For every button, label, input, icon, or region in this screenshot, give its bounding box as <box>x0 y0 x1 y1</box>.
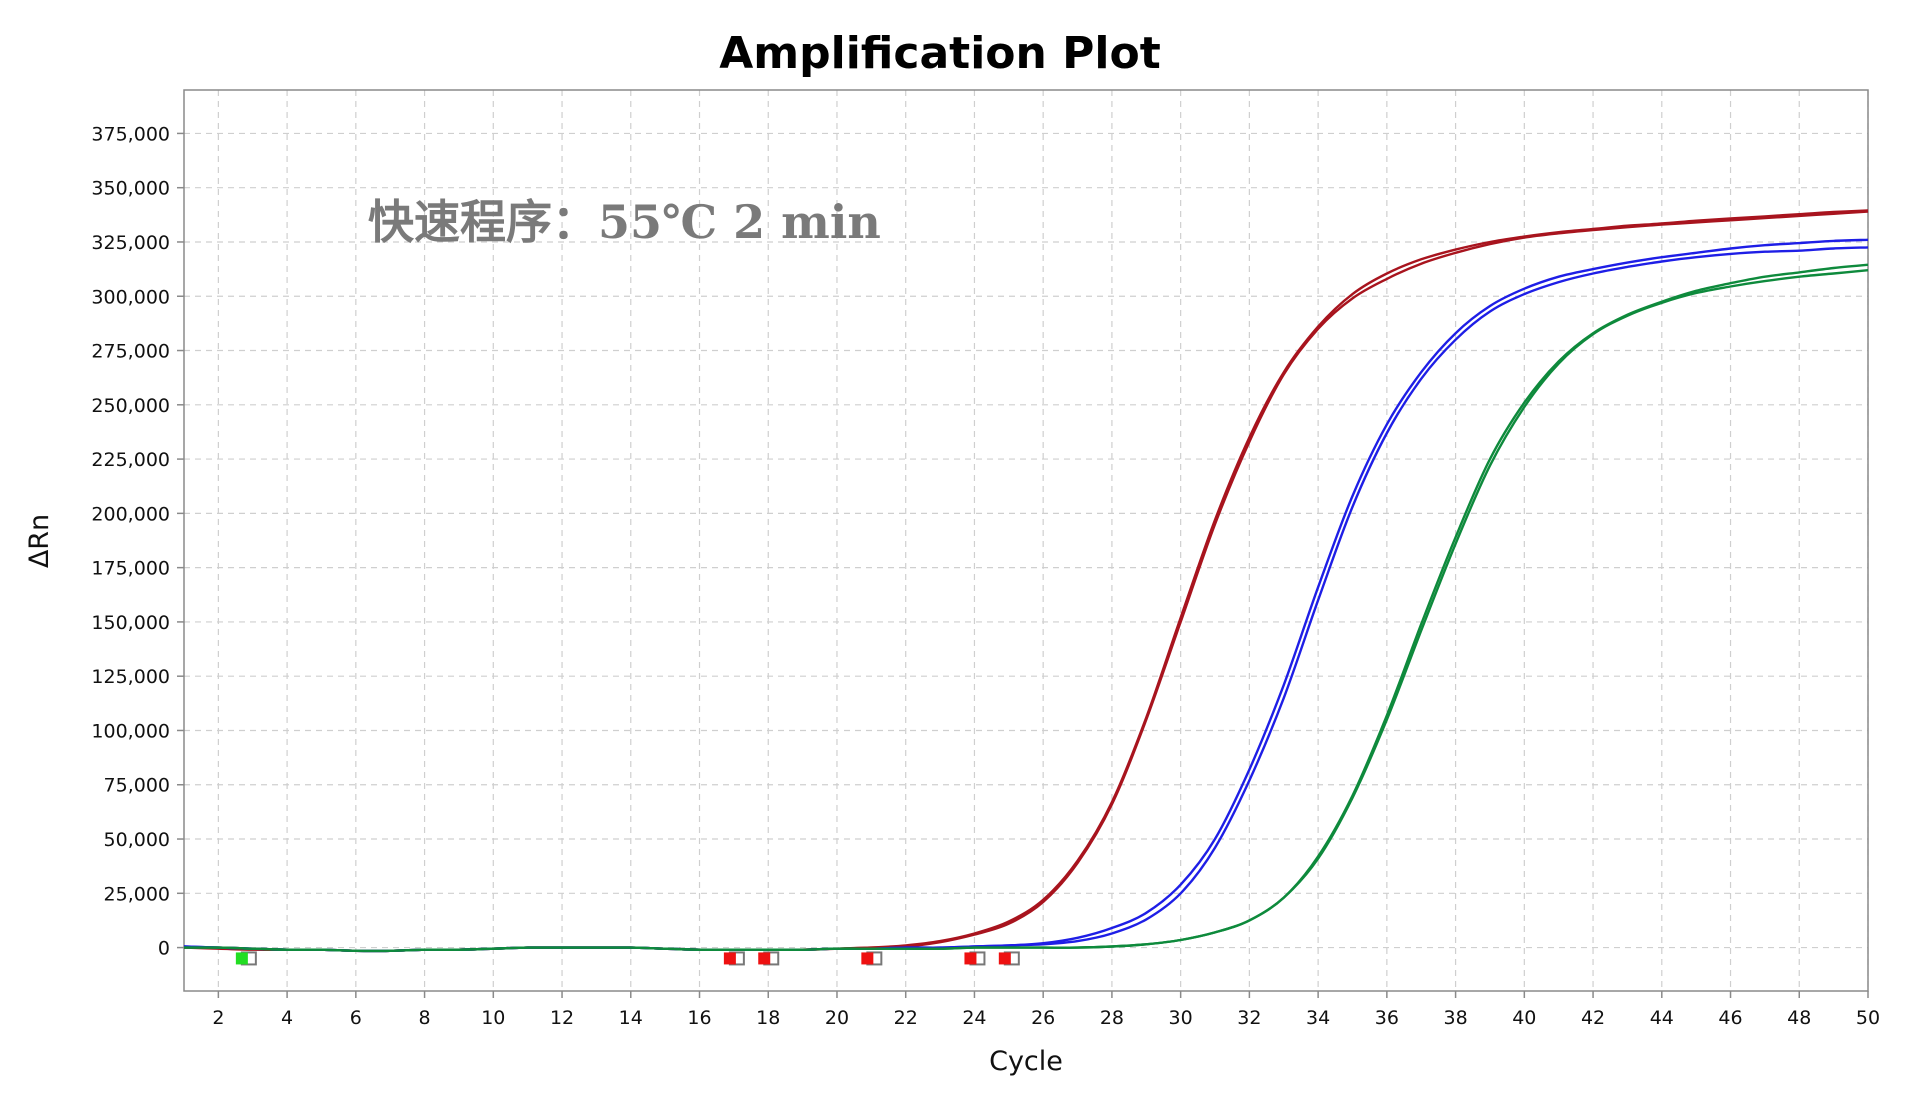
y-tick-label: 25,000 <box>104 883 170 905</box>
plot-frame <box>183 89 1869 992</box>
x-tick-label: 38 <box>1443 1007 1467 1029</box>
x-tick-label: 6 <box>350 1007 362 1029</box>
x-tick-label: 16 <box>687 1007 711 1029</box>
y-tick-label: 275,000 <box>91 341 170 363</box>
y-tick-label: 50,000 <box>104 829 170 851</box>
y-tick-label: 75,000 <box>104 775 170 797</box>
series-line <box>183 246 1869 953</box>
baseline-marker[interactable] <box>998 951 1020 966</box>
x-tick-label: 32 <box>1237 1007 1261 1029</box>
marker-fill <box>998 952 1011 965</box>
y-tick-label: 375,000 <box>91 123 170 145</box>
marker-fill <box>964 952 977 965</box>
series-line <box>183 238 1869 953</box>
x-tick-label: 12 <box>550 1007 574 1029</box>
marker-fill <box>235 952 248 965</box>
x-tick-label: 18 <box>756 1007 780 1029</box>
x-tick-label: 34 <box>1306 1007 1330 1029</box>
baseline-marker[interactable] <box>964 951 986 966</box>
x-tick-label: 40 <box>1512 1007 1536 1029</box>
program-annotation: 快速程序：55℃ 2 min <box>368 195 881 249</box>
x-tick-label: 30 <box>1169 1007 1193 1029</box>
y-tick-label: 300,000 <box>91 286 170 308</box>
x-axis-ticks: 2 4 6 8 10 12 14 16 18 20 22 24 26 28 30 32 34 36 38 40 42 44… <box>212 991 1880 1029</box>
x-tick-label: 22 <box>894 1007 918 1029</box>
x-tick-label: 28 <box>1100 1007 1124 1029</box>
marker-fill <box>861 952 874 965</box>
x-tick-label: 2 <box>212 1007 224 1029</box>
series-line <box>183 269 1869 953</box>
y-axis-ticks: 0 25,000 50,000 75,000 100,000 125,000 150,000… <box>91 123 184 960</box>
baseline-marker[interactable] <box>235 951 257 966</box>
marker-fill <box>758 952 771 965</box>
grid-lines <box>184 90 1869 991</box>
x-tick-label: 48 <box>1787 1007 1811 1029</box>
baseline-marker[interactable] <box>723 951 745 966</box>
series-layer <box>183 209 1869 953</box>
x-tick-label: 46 <box>1718 1007 1742 1029</box>
x-tick-label: 42 <box>1581 1007 1605 1029</box>
x-tick-label: 44 <box>1650 1007 1674 1029</box>
y-tick-label: 100,000 <box>91 720 170 742</box>
baseline-marker[interactable] <box>861 951 883 966</box>
x-tick-label: 20 <box>825 1007 849 1029</box>
chart-title: Amplification Plot <box>719 28 1161 79</box>
x-tick-label: 10 <box>481 1007 505 1029</box>
x-tick-label: 4 <box>281 1007 293 1029</box>
x-axis-label: Cycle <box>989 1046 1063 1077</box>
y-tick-label: 0 <box>158 938 170 960</box>
y-axis-label: ΔRn <box>24 514 55 568</box>
marker-layer <box>235 951 1020 966</box>
x-tick-label: 14 <box>619 1007 643 1029</box>
x-tick-label: 50 <box>1856 1007 1880 1029</box>
x-tick-label: 36 <box>1375 1007 1399 1029</box>
x-tick-label: 24 <box>962 1007 986 1029</box>
baseline-marker[interactable] <box>758 951 780 966</box>
y-tick-label: 250,000 <box>91 395 170 417</box>
series-line <box>183 263 1869 953</box>
x-tick-label: 26 <box>1031 1007 1055 1029</box>
marker-fill <box>723 952 736 965</box>
y-tick-label: 125,000 <box>91 666 170 688</box>
y-tick-label: 225,000 <box>91 449 170 471</box>
y-tick-label: 350,000 <box>91 178 170 200</box>
y-tick-label: 325,000 <box>91 232 170 254</box>
y-tick-label: 175,000 <box>91 558 170 580</box>
x-tick-label: 8 <box>419 1007 431 1029</box>
y-tick-label: 200,000 <box>91 503 170 525</box>
y-tick-label: 150,000 <box>91 612 170 634</box>
